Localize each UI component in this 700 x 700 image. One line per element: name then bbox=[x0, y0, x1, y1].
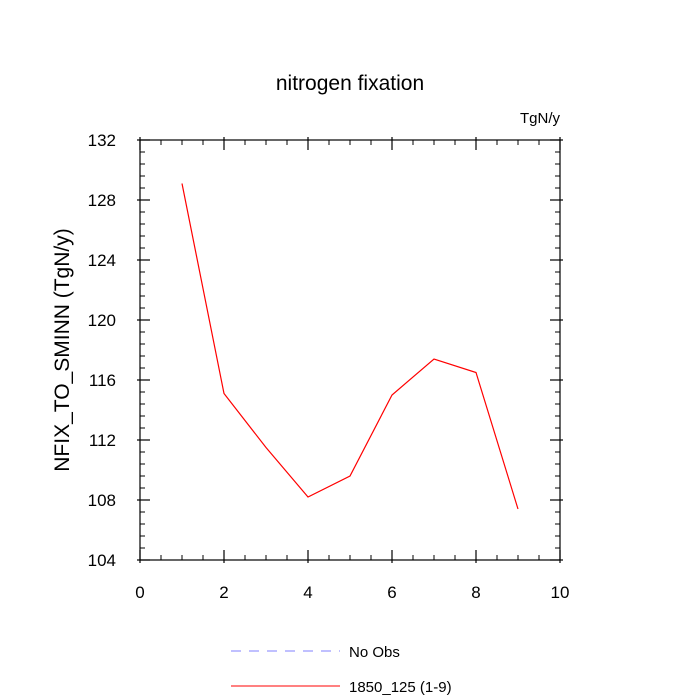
units-label: TgN/y bbox=[520, 110, 561, 127]
y-tick-label: 108 bbox=[88, 491, 116, 510]
legend-label: No Obs bbox=[349, 644, 400, 661]
legend-label: 1850_125 (1-9) bbox=[349, 679, 452, 696]
legend: No Obs 1850_125 (1-9) bbox=[231, 644, 452, 696]
y-tick-label: 116 bbox=[89, 371, 116, 390]
x-tick-label: 4 bbox=[303, 583, 312, 602]
chart-title: nitrogen fixation bbox=[276, 72, 424, 95]
x-tick-label: 0 bbox=[135, 583, 144, 602]
x-tick-label: 2 bbox=[219, 583, 228, 602]
axis-ticks bbox=[137, 137, 563, 563]
y-tick-label: 132 bbox=[88, 131, 116, 150]
plot-frame bbox=[139, 139, 561, 561]
x-tick-label: 10 bbox=[551, 583, 570, 602]
x-tick-label: 6 bbox=[387, 583, 396, 602]
tick-labels: 0 2 4 6 8 10 104 108 112 116 120 124 128 132 bbox=[88, 131, 570, 602]
series-line bbox=[181, 183, 519, 510]
x-tick-label: 8 bbox=[471, 583, 480, 602]
y-tick-label: 128 bbox=[88, 191, 116, 210]
y-tick-label: 104 bbox=[88, 551, 116, 570]
y-axis-label: NFIX_TO_SMINN (TgN/y) bbox=[51, 228, 74, 471]
y-tick-label: 120 bbox=[88, 311, 116, 330]
y-tick-label: 112 bbox=[89, 431, 116, 450]
series-layer bbox=[181, 183, 519, 510]
y-tick-label: 124 bbox=[88, 251, 116, 270]
